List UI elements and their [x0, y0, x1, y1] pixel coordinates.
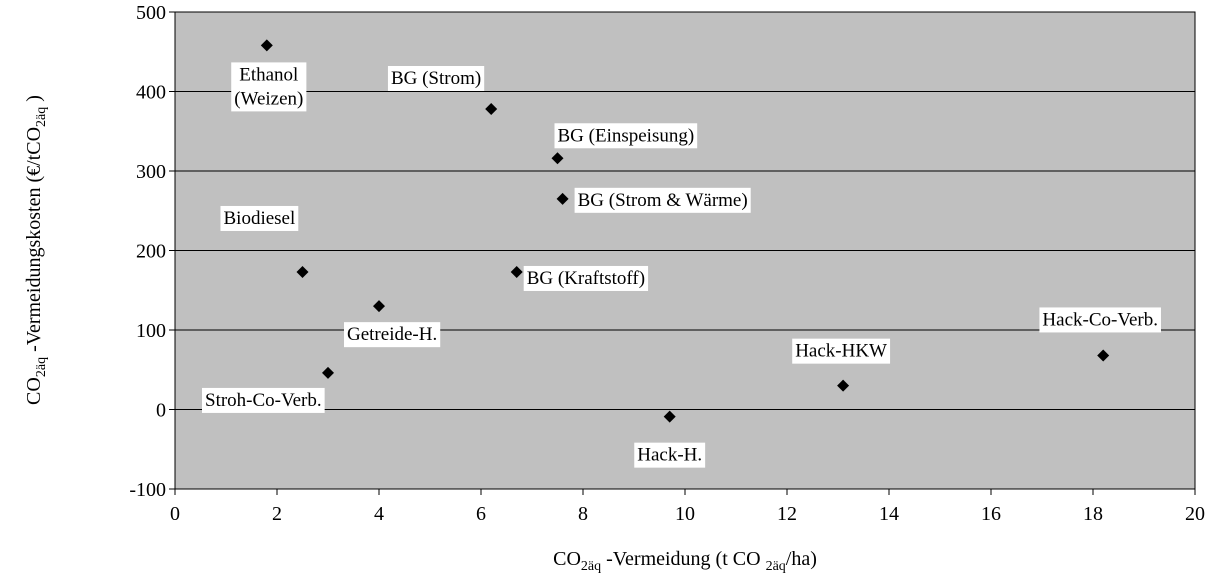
point-label-background	[634, 442, 706, 468]
x-tick-label: 6	[476, 503, 486, 525]
axes	[169, 11, 1196, 495]
x-tick-label: 14	[879, 503, 899, 525]
point-label-background	[1039, 307, 1161, 333]
x-axis-title: CO2äq -Vermeidung (t CO 2äq/ha)	[553, 548, 817, 574]
data-point: Hack-Co-Verb.	[1039, 307, 1161, 362]
data-point: BG (Strom & Wärme)	[556, 187, 751, 213]
point-label: Biodiesel	[224, 208, 296, 229]
point-label: Hack-HKW	[795, 341, 887, 362]
diamond-marker	[551, 152, 564, 165]
y-tick-label: 100	[136, 320, 166, 342]
data-point: Ethanol (Weizen)	[231, 39, 307, 112]
x-tick-label: 12	[777, 503, 797, 525]
data-point: BG (Einspeisung)	[551, 123, 698, 165]
data-point: Biodiesel	[220, 205, 309, 278]
diamond-marker	[485, 102, 498, 115]
y-tick-label: 300	[136, 161, 166, 183]
point-label-background	[202, 387, 325, 413]
y-tick-label: -100	[129, 479, 166, 501]
diamond-marker	[556, 192, 569, 205]
data-points: Ethanol (Weizen) BG (Strom) BG (Einspeisung…	[202, 39, 1161, 468]
point-label: BG (Strom & Wärme)	[578, 190, 748, 211]
diamond-marker	[373, 300, 385, 313]
diamond-marker	[510, 265, 523, 278]
data-point: BG (Strom)	[387, 65, 498, 115]
point-label-background	[344, 322, 441, 348]
point-label: BG (Einspeisung)	[558, 125, 695, 146]
point-label: Stroh-Co-Verb.	[205, 390, 322, 411]
data-point: BG (Kraftstoff)	[510, 265, 649, 291]
data-point: Getreide-H.	[344, 300, 441, 348]
y-axis-title: CO2äq -Vermeidungskosten (€/tCO2äq )	[23, 95, 49, 405]
point-label-background	[231, 62, 307, 112]
point-label-background	[220, 205, 299, 231]
y-tick-label: 400	[136, 82, 166, 104]
x-tick-label: 18	[1083, 503, 1103, 525]
x-tick-label: 2	[272, 503, 282, 525]
point-label-background	[574, 187, 751, 213]
point-label: Ethanol (Weizen)	[234, 64, 303, 109]
diamond-marker	[260, 39, 273, 52]
x-tick-label: 0	[170, 503, 180, 525]
data-point: Hack-H.	[634, 410, 706, 468]
point-label: Getreide-H.	[347, 324, 437, 345]
diamond-marker	[1097, 349, 1110, 362]
point-label: Hack-H.	[637, 445, 702, 466]
data-point: Stroh-Co-Verb.	[202, 366, 334, 413]
diamond-marker	[663, 410, 676, 423]
x-tick-label: 10	[675, 503, 695, 525]
point-label: BG (Strom)	[391, 68, 481, 89]
x-tick-label: 4	[374, 503, 384, 525]
diamond-marker	[837, 379, 850, 392]
data-point: Hack-HKW	[792, 338, 891, 392]
x-tick-label: 20	[1185, 503, 1205, 525]
point-label-background	[792, 338, 891, 364]
y-tick-label: 500	[136, 2, 166, 24]
point-label: BG (Kraftstoff)	[527, 268, 645, 289]
x-tick-label: 16	[981, 503, 1001, 525]
diamond-marker	[322, 366, 334, 379]
diamond-marker	[296, 265, 309, 278]
point-label-background	[387, 65, 485, 91]
point-label: Hack-Co-Verb.	[1042, 309, 1158, 330]
point-label-background	[523, 265, 649, 291]
x-tick-label: 8	[578, 503, 588, 525]
y-tick-label: 0	[156, 400, 166, 422]
point-label-background	[554, 123, 698, 149]
y-tick-label: 200	[136, 241, 166, 263]
